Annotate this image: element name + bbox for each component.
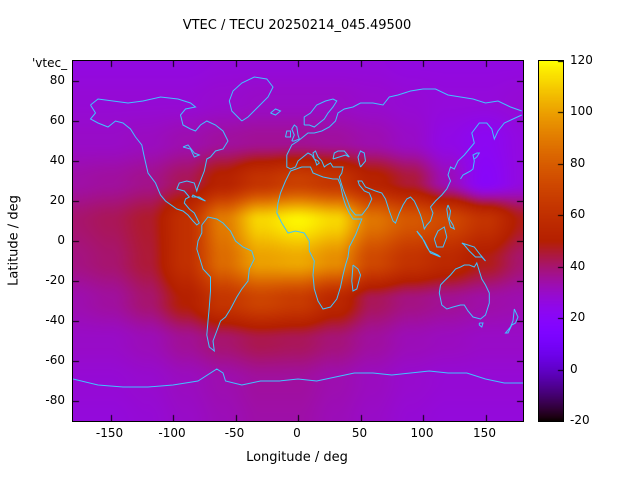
legend-key: 'vtec_ <box>32 56 68 70</box>
colorbar-tick-label: 80 <box>570 155 586 170</box>
coastline-path <box>73 368 523 388</box>
x-tick-label: 50 <box>351 426 368 440</box>
coastline-path <box>286 88 522 156</box>
colorbar-canvas <box>539 61 563 421</box>
y-tick-label: 20 <box>49 193 65 207</box>
colorbar-tick-label: -20 <box>570 413 590 427</box>
colorbar-tick-label: 120 <box>570 53 593 67</box>
x-tick-label: -150 <box>95 426 124 440</box>
coastline-path <box>478 322 484 328</box>
coastline-path <box>303 98 338 128</box>
y-tick-label: -60 <box>45 353 65 367</box>
colorbar-tick-label: 40 <box>570 258 586 273</box>
coastline-path <box>182 144 201 158</box>
coastline-path <box>504 308 519 334</box>
coastline-path <box>460 152 481 180</box>
colorbar-tick-label: 100 <box>570 104 593 119</box>
coastline-path <box>196 216 255 353</box>
coastline-path <box>446 204 456 231</box>
y-tick-label: 40 <box>49 153 65 167</box>
coastline-path <box>416 230 441 258</box>
y-tick-label: 60 <box>49 113 65 127</box>
chart-title: VTEC / TECU 20250214_045.49500 <box>182 18 412 33</box>
coastline-path <box>286 114 523 231</box>
y-tick-label: -40 <box>45 313 65 327</box>
colorbar-tick-label: 20 <box>570 310 586 325</box>
coastline-path <box>270 108 282 116</box>
x-tick-label: 150 <box>473 426 496 440</box>
coastline-path <box>228 76 274 122</box>
coastline-path <box>461 242 486 262</box>
coastline-path <box>276 166 363 310</box>
coastline-path <box>332 150 350 160</box>
x-tick-label: 100 <box>410 426 434 440</box>
colorbar-tick-label: 0 <box>570 361 578 376</box>
y-tick-label: 0 <box>57 233 65 247</box>
coastline-path <box>351 264 362 292</box>
heatmap-canvas <box>73 61 523 421</box>
coastline-path <box>438 261 490 320</box>
colorbar-tick-label: 60 <box>570 207 586 222</box>
y-axis-label: Latitude / deg <box>6 195 22 286</box>
coastlines-overlay <box>73 76 523 388</box>
coastline-path <box>285 130 291 138</box>
coastline-path <box>89 96 229 226</box>
x-tick-label: -50 <box>224 426 245 440</box>
x-axis-label: Longitude / deg <box>246 450 348 465</box>
coastline-path <box>191 194 206 202</box>
x-tick-label: 0 <box>293 426 301 440</box>
y-tick-label: -80 <box>45 393 65 407</box>
coastline-path <box>291 124 300 142</box>
y-tick-label: -20 <box>45 273 65 287</box>
coastline-path <box>357 150 367 168</box>
y-tick-label: 80 <box>49 73 65 87</box>
x-tick-label: -100 <box>158 426 186 440</box>
coastline-path <box>433 226 448 248</box>
colorbar <box>538 60 564 422</box>
plot-area <box>72 60 524 422</box>
